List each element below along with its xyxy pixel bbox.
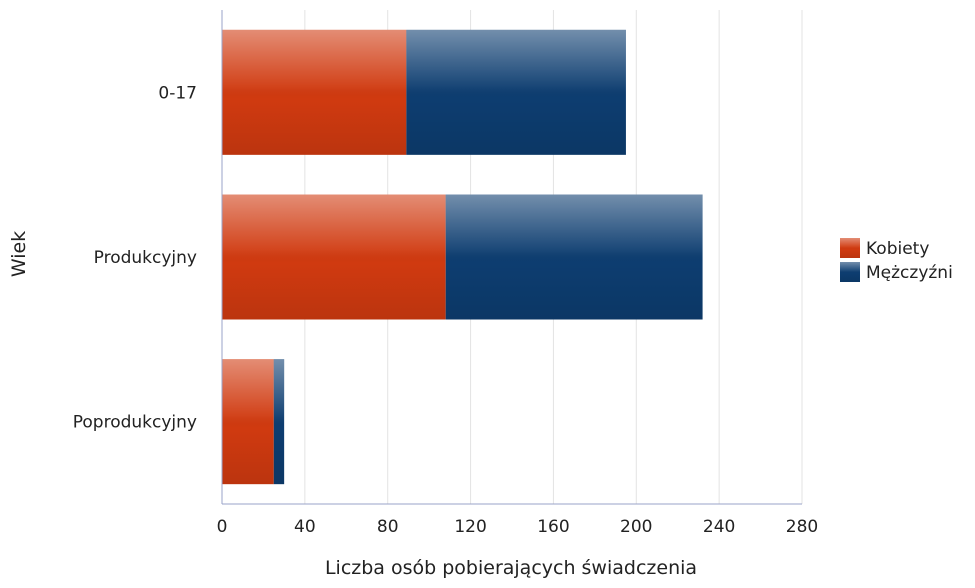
axes: 0-17 Produkcyjny Poprodukcyjny 0 40 80 120 160 2… bbox=[73, 10, 818, 537]
x-tick-label-6: 240 bbox=[703, 517, 735, 537]
x-tick-label-5: 200 bbox=[620, 517, 652, 537]
x-tick-label-3: 120 bbox=[454, 517, 486, 537]
bars bbox=[222, 29, 703, 485]
x-tick-label-0: 0 bbox=[217, 517, 228, 537]
x-tick-label-7: 280 bbox=[786, 517, 818, 537]
x-tick-label-4: 160 bbox=[537, 517, 569, 537]
legend-swatch-highlight bbox=[840, 262, 860, 282]
category-label: 0-17 bbox=[158, 83, 197, 103]
x-axis-title: Liczba osób pobierających świadczenia bbox=[325, 557, 697, 579]
legend: Kobiety Mężczyźni bbox=[840, 238, 953, 283]
legend-label-0: Kobiety bbox=[866, 239, 929, 259]
legend-label-1: Mężczyźni bbox=[866, 263, 953, 283]
bar-0-17-kobiety[interactable] bbox=[222, 29, 407, 155]
bar-produkcyjny-mezczyzni[interactable] bbox=[445, 194, 703, 320]
x-tick-label-2: 80 bbox=[377, 517, 399, 537]
bar-poprodukcyjny-mezczyzni[interactable] bbox=[273, 359, 285, 485]
legend-swatch-highlight bbox=[840, 238, 860, 258]
bar-0-17-mezczyzni[interactable] bbox=[406, 29, 626, 155]
x-tick-label-1: 40 bbox=[294, 517, 316, 537]
y-axis-title: Wiek bbox=[8, 231, 30, 277]
category-label: Poprodukcyjny bbox=[73, 413, 197, 433]
category-label: Produkcyjny bbox=[94, 248, 197, 268]
bar-poprodukcyjny-kobiety[interactable] bbox=[222, 359, 274, 485]
bar-produkcyjny-kobiety[interactable] bbox=[222, 194, 446, 320]
